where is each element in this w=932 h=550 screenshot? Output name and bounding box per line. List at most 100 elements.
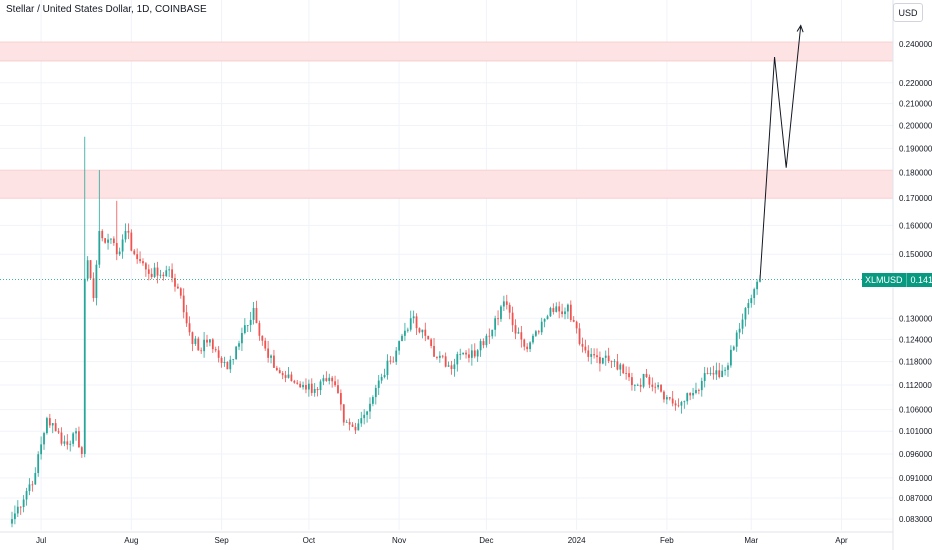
candle-body <box>412 316 415 319</box>
candle <box>628 366 630 381</box>
candle <box>636 383 639 387</box>
candle-body <box>651 384 654 387</box>
candle-body <box>270 355 272 358</box>
candle-body <box>549 308 552 317</box>
candle <box>689 392 692 401</box>
candle <box>258 320 261 341</box>
candle <box>147 264 150 281</box>
candle-body <box>83 278 86 454</box>
candle <box>351 422 354 428</box>
candle-body <box>441 355 444 357</box>
candle-body <box>316 388 319 391</box>
candle-body <box>642 373 645 387</box>
candle-body <box>619 364 622 370</box>
candle-body <box>409 318 412 330</box>
candle-body <box>107 239 109 243</box>
candle-body <box>331 377 334 382</box>
candle <box>331 375 334 388</box>
candle <box>293 379 296 384</box>
candle-body <box>174 277 176 287</box>
candle <box>296 379 299 385</box>
candle <box>596 348 598 363</box>
candle <box>319 379 322 396</box>
candle <box>302 381 304 390</box>
candle-body <box>98 230 101 265</box>
candle <box>66 434 69 450</box>
candle <box>14 505 16 525</box>
candle-body <box>695 390 697 394</box>
y-tick-label: 0.118000 <box>899 358 932 367</box>
candle <box>278 367 281 374</box>
candle-body <box>153 267 156 277</box>
candle-body <box>176 286 179 289</box>
candle-body <box>159 274 162 276</box>
candle <box>703 366 706 388</box>
candle-body <box>706 373 709 374</box>
candle <box>648 374 651 389</box>
candle-body <box>517 332 520 334</box>
candle-body <box>636 384 639 386</box>
candle-body <box>287 374 290 378</box>
candle <box>16 500 19 518</box>
candle-body <box>104 238 107 243</box>
candle-body <box>587 350 590 357</box>
candle <box>479 338 482 357</box>
candle-body <box>543 319 546 322</box>
candle <box>465 350 467 359</box>
candle <box>217 346 220 363</box>
x-tick-label: Oct <box>303 536 316 545</box>
candle <box>284 370 287 383</box>
candle <box>572 316 575 323</box>
candle-body <box>639 384 642 387</box>
currency-button[interactable]: USD <box>893 3 923 22</box>
candle <box>43 431 45 450</box>
candle-body <box>89 260 92 279</box>
candle-body <box>14 513 16 520</box>
candle <box>427 335 430 340</box>
candle-body <box>677 405 680 407</box>
candle <box>732 345 735 351</box>
candle-body <box>532 335 534 343</box>
candle-body <box>115 243 118 255</box>
candle <box>625 366 628 380</box>
y-tick-label: 0.240000 <box>899 40 932 49</box>
candle-body <box>51 423 54 426</box>
candle-body <box>243 325 246 334</box>
candle <box>709 367 712 376</box>
candle <box>22 495 25 513</box>
candle-body <box>307 383 310 390</box>
candle <box>316 386 319 397</box>
candle <box>456 351 459 372</box>
candle <box>575 320 578 334</box>
candle-body <box>112 238 115 244</box>
candle-body <box>433 345 435 357</box>
candle-body <box>322 378 325 382</box>
candle <box>686 392 689 405</box>
candle <box>756 279 758 295</box>
candle <box>261 335 264 346</box>
candle <box>520 325 523 348</box>
candle-body <box>593 354 596 356</box>
candle <box>532 333 534 345</box>
candle-body <box>456 354 459 365</box>
candle-body <box>590 354 593 357</box>
candle <box>607 347 610 364</box>
candle <box>468 348 470 363</box>
candle-body <box>633 384 636 386</box>
candle-body <box>37 454 40 474</box>
candle <box>613 359 616 367</box>
candle <box>104 237 107 244</box>
candle-body <box>118 251 121 255</box>
candle-body <box>686 393 689 402</box>
candle <box>697 388 700 395</box>
candle-body <box>147 269 150 274</box>
candle <box>98 170 101 268</box>
candle-body <box>700 380 703 391</box>
candle <box>555 302 558 313</box>
candle-body <box>229 359 232 370</box>
candle-body <box>310 383 313 393</box>
x-tick-label: Nov <box>392 536 406 545</box>
candle <box>741 313 744 335</box>
candle-body <box>278 370 281 374</box>
